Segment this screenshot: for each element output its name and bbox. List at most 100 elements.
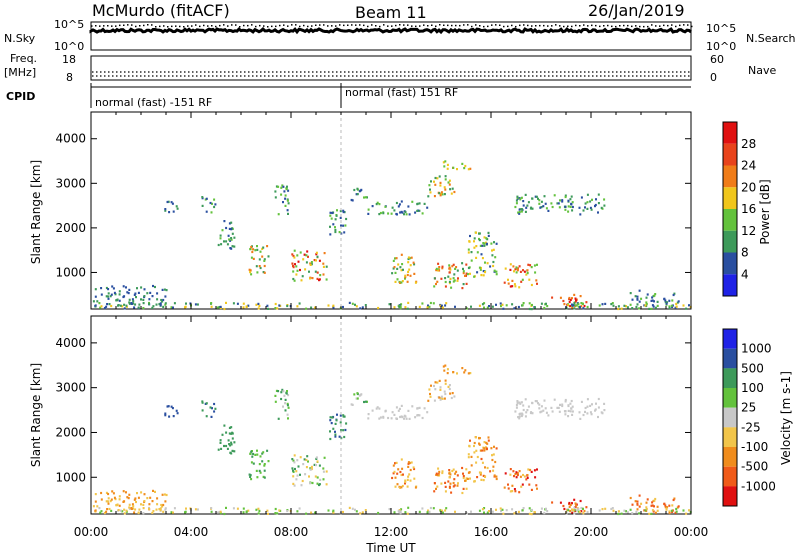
- echo-cell: [517, 510, 520, 513]
- echo-cell: [449, 188, 452, 191]
- echo-cell: [505, 509, 508, 512]
- echo-cell: [249, 269, 252, 272]
- echo-cell: [445, 507, 448, 510]
- noise-search-dot: [363, 24, 365, 27]
- echo-cell: [334, 435, 337, 438]
- echo-cell: [254, 249, 257, 252]
- echo-cell: [399, 211, 402, 214]
- echo-cell: [433, 180, 435, 183]
- echo-cell: [636, 303, 639, 306]
- echo-cell: [569, 205, 572, 208]
- echo-cell: [495, 273, 498, 276]
- echo-cell: [218, 306, 221, 309]
- echo-cell: [470, 455, 473, 458]
- echo-cell: [427, 304, 429, 307]
- echo-cell: [426, 511, 429, 514]
- echo-cell: [595, 402, 597, 405]
- echo-cell: [230, 443, 233, 446]
- echo-cell: [447, 385, 450, 388]
- echo-cell: [582, 209, 585, 212]
- echo-cell: [257, 512, 260, 515]
- echo-cell: [401, 484, 404, 488]
- echo-cell: [250, 256, 253, 259]
- echo-cell: [331, 416, 334, 419]
- echo-cell: [136, 287, 138, 290]
- noise-search-dot: [527, 24, 529, 27]
- noise-search-dot: [683, 24, 685, 26]
- echo-cell: [589, 411, 592, 414]
- noise-search-dot: [631, 25, 633, 28]
- echo-cell: [152, 305, 155, 308]
- echo-cell: [473, 237, 476, 240]
- echo-cell: [663, 502, 666, 506]
- echo-cell: [225, 506, 227, 509]
- echo-cell: [575, 304, 578, 307]
- echo-cell: [551, 205, 554, 209]
- echo-cell: [467, 453, 470, 456]
- echo-cell: [504, 472, 507, 475]
- echo-cell: [638, 307, 641, 310]
- echo-cell: [296, 269, 299, 272]
- echo-cell: [518, 417, 521, 420]
- echo-cell: [395, 461, 398, 464]
- echo-cell: [105, 295, 108, 298]
- echo-cell: [258, 469, 261, 472]
- noise-search-dot: [667, 24, 669, 27]
- echo-cell: [322, 262, 325, 265]
- echo-cell: [646, 498, 649, 501]
- echo-cell: [582, 512, 585, 515]
- echo-cell: [507, 483, 509, 486]
- noise-search-dot: [271, 25, 273, 28]
- echo-cell: [342, 414, 345, 417]
- echo-cell: [475, 231, 477, 234]
- echo-cell: [367, 208, 370, 211]
- echo-cell: [478, 266, 481, 269]
- echo-cell: [118, 495, 121, 498]
- echo-cell: [523, 270, 526, 273]
- echo-cell: [118, 290, 121, 293]
- echo-cell: [534, 476, 537, 479]
- echo-cell: [638, 494, 641, 497]
- echo-cell: [439, 184, 442, 187]
- echo-cell: [461, 287, 464, 290]
- echo-cell: [457, 277, 459, 280]
- noise-search-dot: [675, 25, 677, 28]
- echo-cell: [407, 465, 410, 468]
- echo-cell: [143, 500, 146, 503]
- echo-cell: [185, 302, 187, 305]
- echo-cell: [105, 305, 108, 308]
- echo-cell: [400, 473, 403, 477]
- echo-cell: [292, 470, 295, 473]
- echo-cell: [277, 390, 280, 393]
- noise-search-dot: [623, 24, 625, 27]
- echo-cell: [170, 201, 173, 204]
- echo-cell: [531, 197, 534, 200]
- echo-cell: [152, 489, 154, 492]
- echo-cell: [248, 473, 251, 476]
- echo-cell: [414, 281, 417, 284]
- echo-cell: [529, 468, 532, 472]
- echo-cell: [491, 458, 494, 462]
- echo-cell: [407, 461, 410, 464]
- echo-cell: [580, 305, 583, 308]
- noise-search-dot: [439, 24, 441, 26]
- echo-cell: [103, 511, 106, 515]
- echo-cell: [652, 510, 655, 513]
- echo-cell: [570, 203, 573, 206]
- echo-cell: [358, 190, 361, 193]
- echo-cell: [664, 301, 667, 304]
- echo-cell: [142, 512, 145, 515]
- echo-cell: [351, 403, 354, 406]
- echo-cell: [456, 372, 458, 375]
- echo-cell: [364, 509, 367, 512]
- echo-cell: [518, 210, 521, 214]
- echo-cell: [155, 303, 158, 306]
- freq-left-label-2: [MHz]: [4, 66, 36, 79]
- echo-cell: [443, 193, 446, 196]
- echo-cell: [395, 201, 398, 205]
- noise-search-dot: [347, 24, 349, 26]
- echo-cell: [448, 282, 451, 285]
- echo-cell: [573, 304, 576, 307]
- echo-cell: [256, 248, 259, 251]
- echo-cell: [427, 399, 430, 402]
